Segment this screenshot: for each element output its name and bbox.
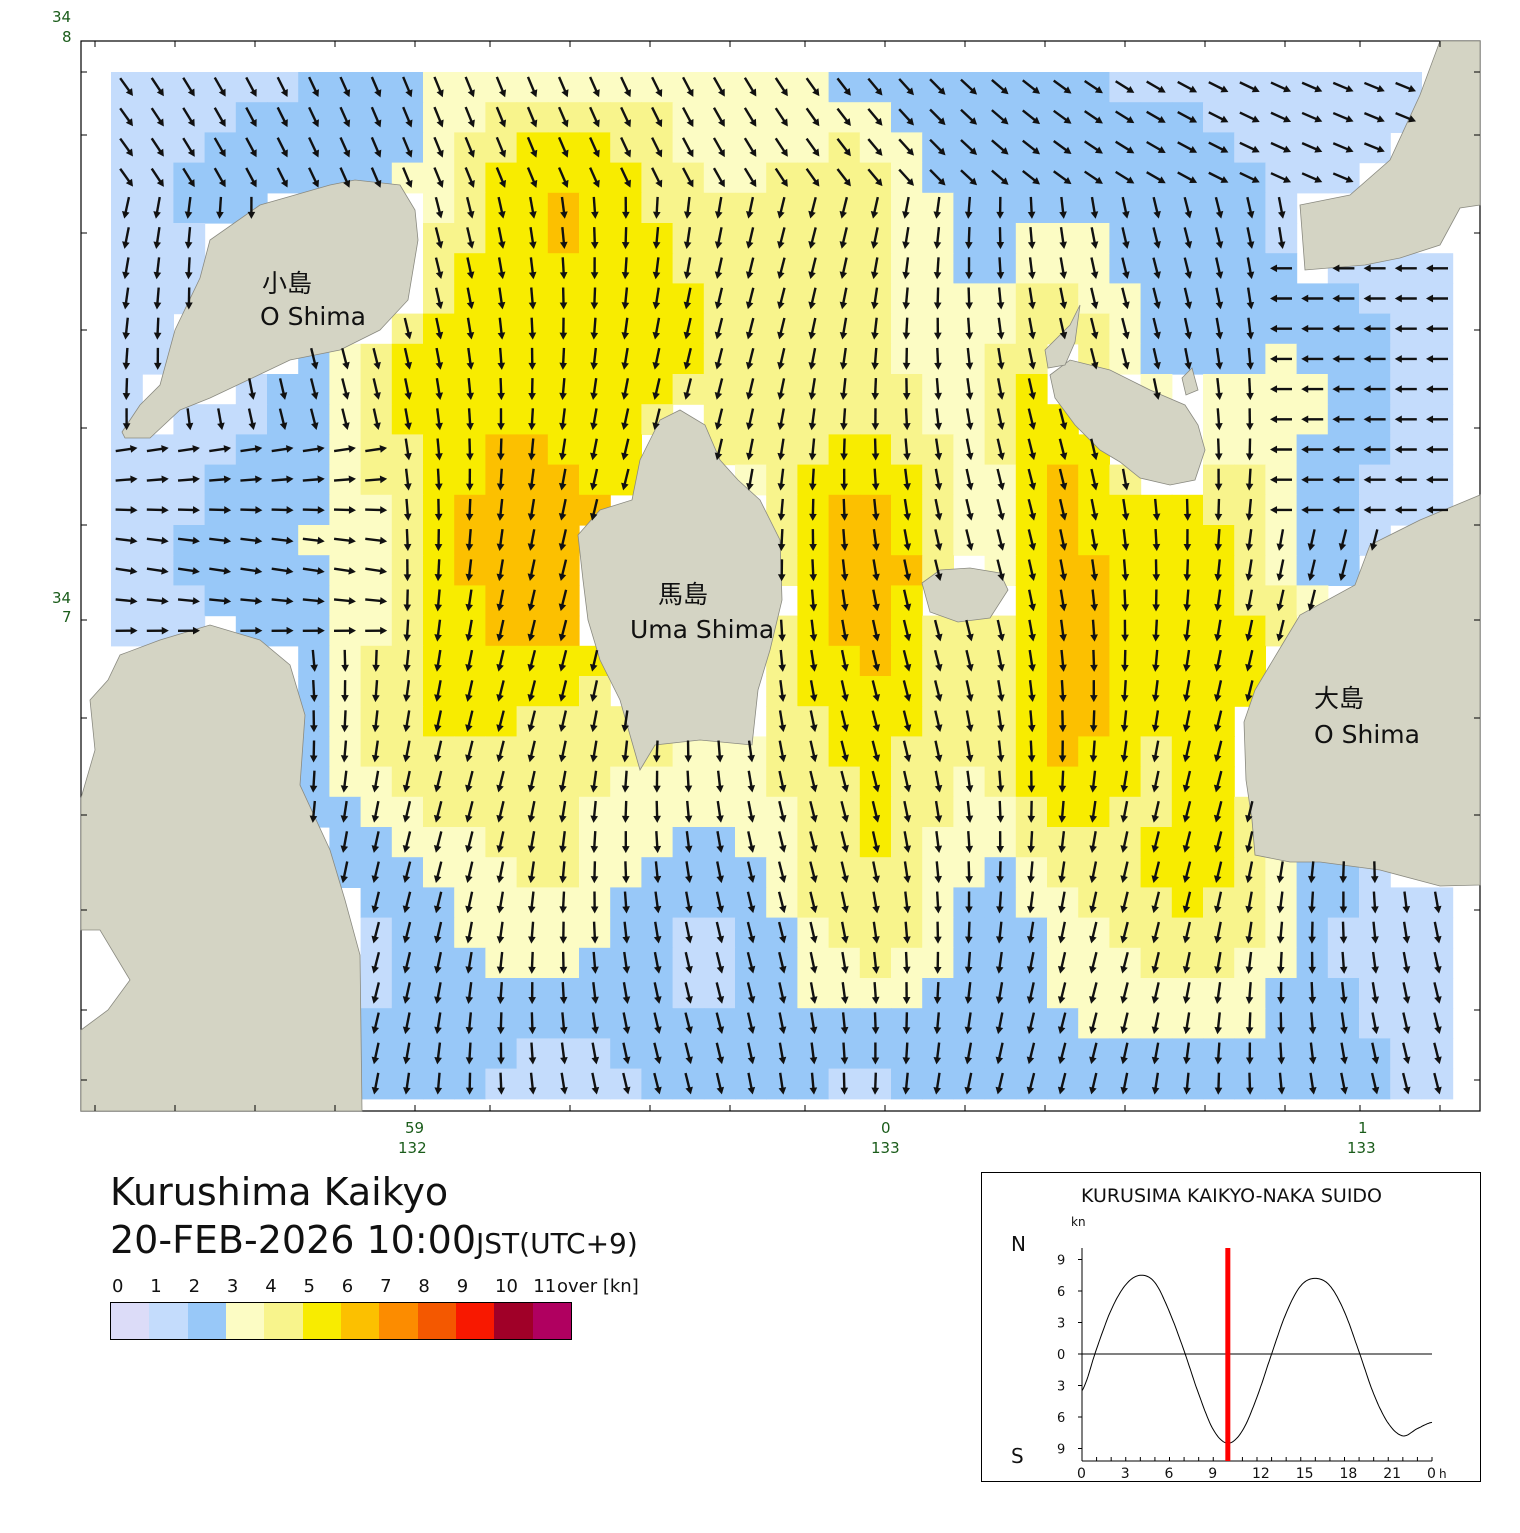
legend-swatch	[187, 1303, 226, 1339]
legend-label: 6	[341, 1276, 354, 1297]
lat-mid-deg: 34	[52, 589, 71, 607]
legend-swatch	[417, 1303, 456, 1339]
legend-label: 7	[380, 1276, 392, 1297]
tide-y-tick: 6	[1057, 1285, 1065, 1300]
tide-curve	[1081, 1274, 1433, 1444]
tide-y-tick: 3	[1057, 1317, 1065, 1332]
legend-swatch	[340, 1303, 380, 1339]
legend-swatch	[111, 1303, 150, 1339]
tide-x-tick: 12	[1252, 1466, 1270, 1481]
tide-y-tick: 9	[1057, 1443, 1065, 1458]
legend-label: 1	[150, 1276, 162, 1297]
koshima-label-en: O Shima	[260, 302, 366, 331]
tide-x-tick: 18	[1340, 1466, 1358, 1481]
lon2-deg: 133	[871, 1139, 900, 1157]
legend-label: 11	[533, 1276, 557, 1297]
lon2-min: 0	[881, 1119, 891, 1137]
legend-label: 4	[265, 1276, 277, 1297]
oshima-label-jp: 大島	[1314, 684, 1364, 713]
tide-x-tick: 9	[1208, 1466, 1217, 1481]
tide-x-tick: 6	[1165, 1466, 1174, 1481]
legend-labels: 0 1 2 3 4 5 6 7 8 9 10 11 over [kn]	[110, 1276, 670, 1298]
title-block: Kurushima Kaikyo 20-FEB-2026 10:00JST(UT…	[110, 1168, 638, 1268]
tide-y-tick: 6	[1057, 1411, 1065, 1426]
tide-chart-title: KURUSIMA KAIKYO-NAKA SUIDO	[1081, 1185, 1382, 1207]
tide-y-tick: 9	[1057, 1254, 1065, 1269]
tide-south-label: S	[1011, 1444, 1024, 1468]
legend-label: 0	[112, 1276, 124, 1297]
legend-label: 9	[456, 1276, 469, 1297]
koshima-label-jp: 小島	[262, 269, 312, 298]
tide-x-tick: 0	[1427, 1466, 1436, 1481]
lat-top-deg: 34	[52, 8, 71, 26]
tide-y-tick: 3	[1057, 1380, 1065, 1395]
tide-x-tick: 0	[1077, 1466, 1086, 1481]
legend-label: 5	[303, 1276, 315, 1297]
tide-x-tick: 15	[1296, 1466, 1314, 1481]
oshima-label-en: O Shima	[1314, 720, 1420, 749]
legend-swatch	[532, 1303, 571, 1339]
legend-swatch	[264, 1303, 303, 1339]
lon3-min: 1	[1358, 1119, 1368, 1137]
tide-north-label: N	[1011, 1232, 1026, 1256]
lon1-min: 59	[405, 1119, 424, 1137]
umashima-label-jp: 馬島	[658, 580, 708, 609]
legend-label: 10	[495, 1276, 518, 1297]
legend-swatch	[149, 1303, 188, 1339]
lon3-deg: 133	[1347, 1139, 1376, 1157]
legend-color-bar	[110, 1302, 572, 1340]
place-title: Kurushima Kaikyo	[110, 1170, 449, 1214]
lat-mid-min: 7	[62, 608, 72, 626]
tide-x-tick: 21	[1383, 1466, 1401, 1481]
speed-legend: 0 1 2 3 4 5 6 7 8 9 10 11 over [kn]	[110, 1276, 670, 1340]
legend-swatch	[455, 1303, 495, 1339]
legend-swatch	[225, 1303, 265, 1339]
legend-swatch	[302, 1303, 341, 1339]
umashima-label-en: Uma Shima	[630, 615, 774, 644]
legend-swatch	[379, 1303, 418, 1339]
tide-x-unit: h	[1439, 1467, 1447, 1481]
lat-top-min: 8	[62, 28, 72, 46]
tide-chart-panel: KURUSIMA KAIKYO-NAKA SUIDO kn N S 9 6 3 0 3 6…	[981, 1172, 1481, 1482]
datetime-title: 20-FEB-2026 10:00JST(UTC+9)	[110, 1216, 638, 1268]
lon1-deg: 132	[398, 1139, 427, 1157]
tide-unit: kn	[1071, 1215, 1086, 1229]
legend-over-label: over [kn]	[557, 1276, 639, 1297]
legend-swatch	[494, 1303, 533, 1339]
tide-x-tick: 3	[1121, 1466, 1130, 1481]
legend-label: 8	[418, 1276, 430, 1297]
legend-label: 2	[188, 1276, 201, 1297]
timezone-label: JST(UTC+9)	[476, 1227, 638, 1260]
tide-chart: KURUSIMA KAIKYO-NAKA SUIDO kn N S 9 6 3 0 3 6…	[1011, 1185, 1447, 1482]
legend-label: 3	[226, 1276, 239, 1297]
tide-y-tick: 0	[1057, 1348, 1065, 1363]
datetime-value: 20-FEB-2026 10:00	[110, 1218, 477, 1262]
